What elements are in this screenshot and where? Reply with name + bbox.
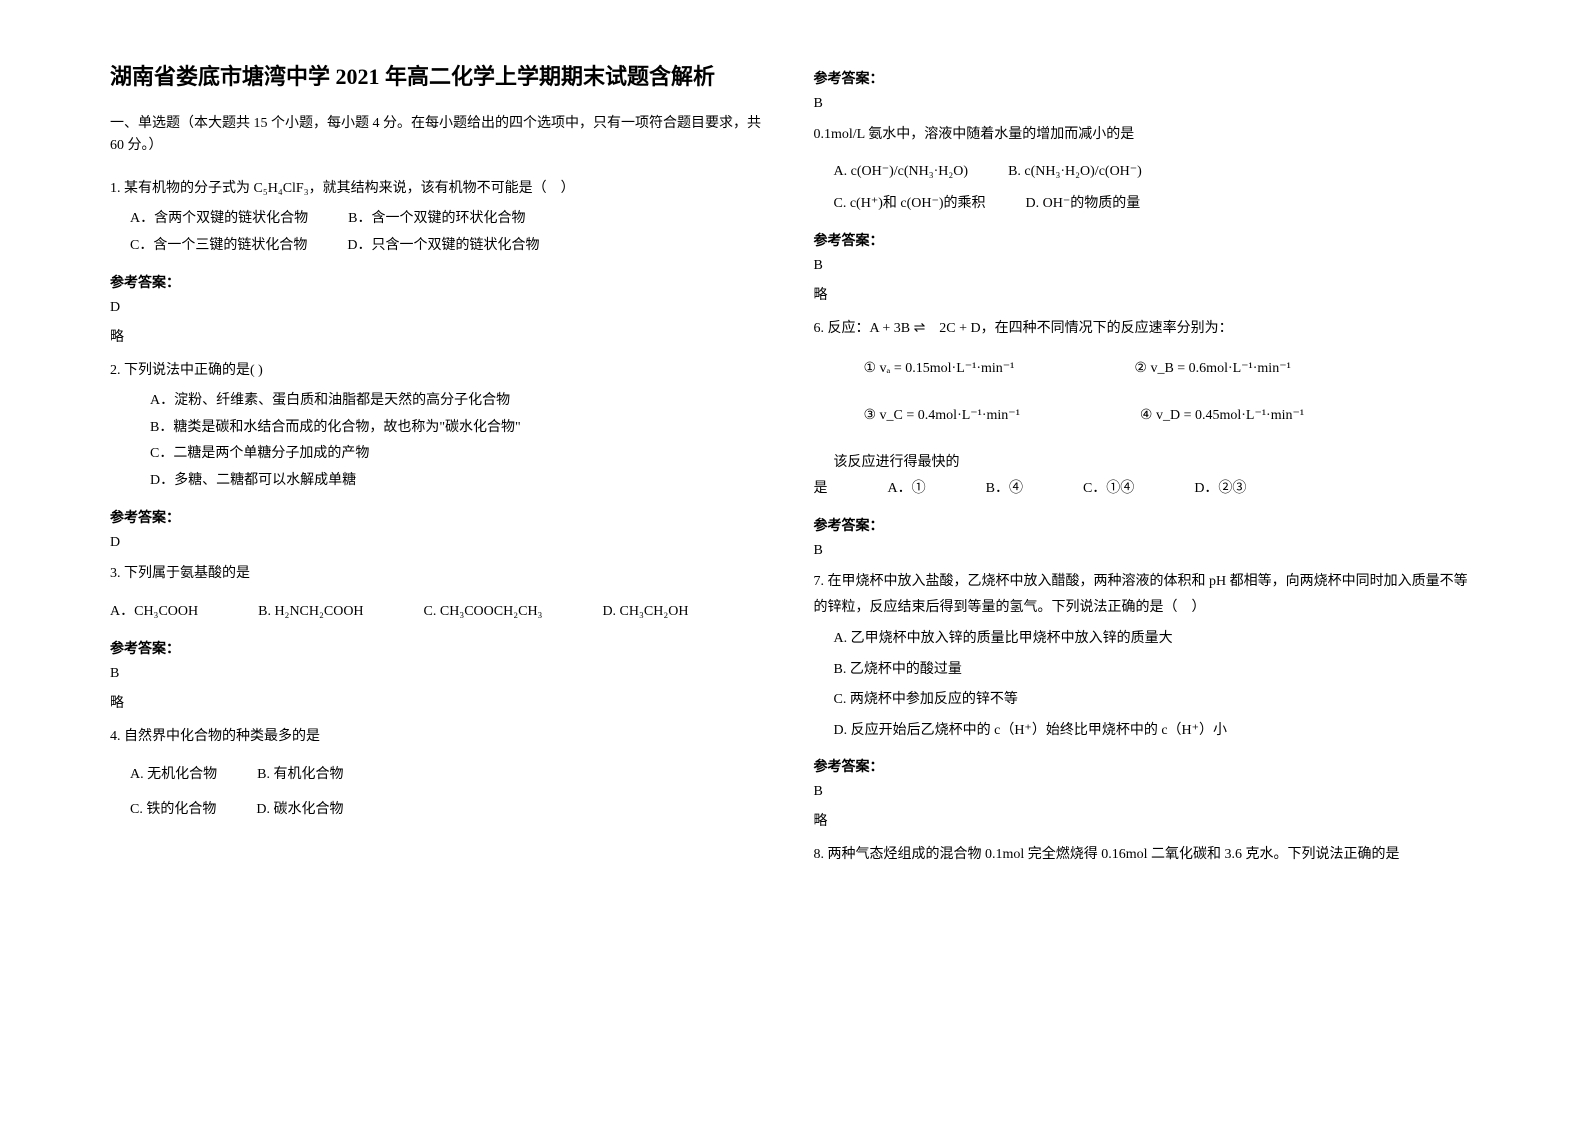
q5-answer: B [814,258,1478,274]
question-4: 4. 自然界中化合物的种类最多的是 A. 无机化合物 B. 有机化合物 C. 铁… [110,724,774,824]
q4-option-b: B. 有机化合物 [257,762,343,789]
q4-option-d: D. 碳水化合物 [256,797,343,824]
q1-option-b: B．含一个双键的环状化合物 [348,206,525,233]
q4-option-c: C. 铁的化合物 [130,797,216,824]
q1-option-d: D．只含一个双键的链状化合物 [347,233,539,260]
q1-stem: 1. 某有机物的分子式为 C₅H₄ClF₃，就其结构来说，该有机物不可能是（ ） [110,176,774,203]
q5-option-b: B. c(NH₃·H₂O)/c(OH⁻) [1008,159,1142,186]
q7-option-a: A. 乙甲烧杯中放入锌的质量比甲烧杯中放入锌的质量大 [814,626,1478,653]
q3-option-b: B. H₂NCH₂COOH [258,599,363,626]
q6-option-d: D．②③ [1194,476,1246,503]
question-6: 6. 反应：A + 3B ⇌ 2C + D，在四种不同情况下的反应速率分别为： … [814,316,1478,503]
q7-option-d: D. 反应开始后乙烧杯中的 c（H⁺）始终比甲烧杯中的 c（H⁺）小 [814,718,1478,745]
q5-option-a: A. c(OH⁻)/c(NH₃·H₂O) [834,159,969,186]
q5-stem: 0.1mol/L 氨水中，溶液中随着水量的增加而减小的是 [814,122,1478,149]
q7-skip: 略 [814,810,1478,830]
question-3: 3. 下列属于氨基酸的是 A．CH₃COOH B. H₂NCH₂COOH C. … [110,561,774,626]
q6-tail-row: 是 [814,476,828,503]
q3-stem: 3. 下列属于氨基酸的是 [110,561,774,588]
q3-option-a: A．CH₃COOH [110,599,198,626]
q6-rate-2: ② v_B = 0.6mol·L⁻¹·min⁻¹ [1134,356,1290,383]
q2-stem: 2. 下列说法中正确的是( ) [110,358,774,385]
q1-option-a: A．含两个双键的链状化合物 [130,206,308,233]
question-5: 0.1mol/L 氨水中，溶液中随着水量的增加而减小的是 A. c(OH⁻)/c… [814,122,1478,218]
q4-stem: 4. 自然界中化合物的种类最多的是 [110,724,774,751]
q2-option-c: C．二糖是两个单糖分子加成的产物 [110,441,774,468]
q4-answer-label: 参考答案： [814,68,1478,88]
q5-answer-label: 参考答案： [814,230,1478,250]
q5-option-c: C. c(H⁺)和 c(OH⁻)的乘积 [834,191,986,218]
q2-option-b: B．糖类是碳和水结合而成的化合物，故也称为"碳水化合物" [110,415,774,442]
q6-option-c: C．①④ [1083,476,1134,503]
question-2: 2. 下列说法中正确的是( ) A．淀粉、纤维素、蛋白质和油脂都是天然的高分子化… [110,358,774,495]
right-column: 参考答案： B 0.1mol/L 氨水中，溶液中随着水量的增加而减小的是 A. … [794,60,1498,1062]
q5-skip: 略 [814,284,1478,304]
q7-option-c: C. 两烧杯中参加反应的锌不等 [814,687,1478,714]
q7-answer: B [814,784,1478,800]
q7-answer-label: 参考答案： [814,756,1478,776]
q2-answer: D [110,535,774,551]
q7-stem: 7. 在甲烧杯中放入盐酸，乙烧杯中放入醋酸，两种溶液的体积和 pH 都相等，向两… [814,569,1478,622]
question-1: 1. 某有机物的分子式为 C₅H₄ClF₃，就其结构来说，该有机物不可能是（ ）… [110,176,774,260]
q2-answer-label: 参考答案： [110,507,774,527]
q6-option-b: B．④ [986,476,1023,503]
q3-answer-label: 参考答案： [110,638,774,658]
q4-answer: B [814,96,1478,112]
q6-stem: 6. 反应：A + 3B ⇌ 2C + D，在四种不同情况下的反应速率分别为： [814,316,1478,343]
left-column: 湖南省娄底市塘湾中学 2021 年高二化学上学期期末试题含解析 一、单选题（本大… [90,60,794,1062]
q3-answer: B [110,666,774,682]
q1-skip: 略 [110,326,774,346]
q3-skip: 略 [110,692,774,712]
q8-stem: 8. 两种气态烃组成的混合物 0.1mol 完全燃烧得 0.16mol 二氧化碳… [814,842,1478,869]
q6-rate-3: ③ v_C = 0.4mol·L⁻¹·min⁻¹ [864,403,1020,430]
q3-option-c: C. CH₃COOCH₂CH₃ [424,599,543,626]
q6-rate-1: ① vₐ = 0.15mol·L⁻¹·min⁻¹ [864,356,1015,383]
q6-answer-label: 参考答案： [814,515,1478,535]
question-8: 8. 两种气态烃组成的混合物 0.1mol 完全燃烧得 0.16mol 二氧化碳… [814,842,1478,869]
q6-option-a: A．① [888,476,926,503]
q7-option-b: B. 乙烧杯中的酸过量 [814,657,1478,684]
exam-title: 湖南省娄底市塘湾中学 2021 年高二化学上学期期末试题含解析 [110,60,774,93]
q6-rate-4: ④ v_D = 0.45mol·L⁻¹·min⁻¹ [1140,403,1304,430]
q1-option-c: C．含一个三键的链状化合物 [130,233,307,260]
question-7: 7. 在甲烧杯中放入盐酸，乙烧杯中放入醋酸，两种溶液的体积和 pH 都相等，向两… [814,569,1478,745]
q4-option-a: A. 无机化合物 [130,762,217,789]
q6-tail: 该反应进行得最快的 [814,450,1478,477]
q6-answer: B [814,543,1478,559]
q2-option-d: D．多糖、二糖都可以水解成单糖 [110,468,774,495]
q1-answer: D [110,300,774,316]
q5-option-d: D. OH⁻的物质的量 [1026,191,1141,218]
q1-answer-label: 参考答案： [110,272,774,292]
q3-option-d: D. CH₃CH₂OH [602,599,688,626]
section-1-header: 一、单选题（本大题共 15 个小题，每小题 4 分。在每小题给出的四个选项中，只… [110,113,774,158]
q2-option-a: A．淀粉、纤维素、蛋白质和油脂都是天然的高分子化合物 [110,388,774,415]
